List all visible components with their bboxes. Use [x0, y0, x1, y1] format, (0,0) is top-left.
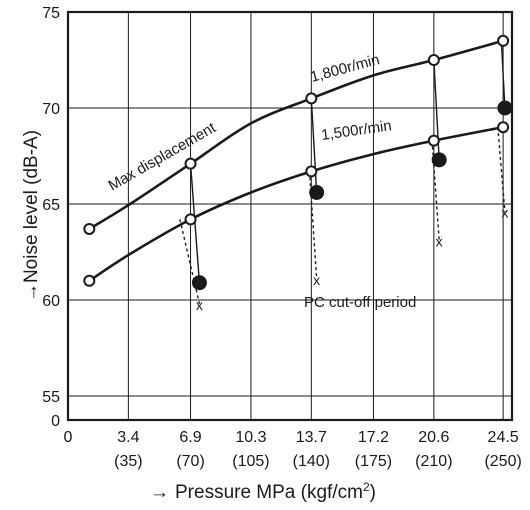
cutoff-point-x: x: [313, 272, 320, 288]
x-tick-label-kgf: (210): [415, 453, 452, 470]
cutoff-link-solid: [310, 98, 318, 193]
data-point-1800rmin: [427, 54, 440, 66]
series-line-1800rmin: [88, 39, 504, 231]
x-tick-label-kgf: (140): [293, 453, 330, 470]
y-tick-label: 0: [51, 413, 60, 430]
data-point-1500rmin: [305, 165, 318, 178]
x-tick-label-mpa: 3.4: [117, 429, 139, 446]
cutoff-point-filled: [431, 152, 447, 168]
x-tick-label-kgf: (70): [176, 453, 204, 470]
x-tick-label-kgf: (250): [484, 453, 521, 470]
x-tick-label-kgf: (35): [114, 453, 142, 470]
x-axis-arrow: →: [150, 482, 169, 503]
grid-layer: [68, 12, 512, 420]
data-point-1800rmin: [184, 157, 197, 170]
plot-frame: [66, 10, 514, 422]
cutoff-point-x: x: [501, 205, 508, 221]
cutoff-point-x: x: [196, 297, 203, 313]
x-tick-label-kgf: (105): [232, 453, 269, 470]
data-point-1800rmin: [83, 222, 96, 235]
x-axis-label-close: ): [370, 482, 376, 503]
data-point-1800rmin: [497, 34, 510, 47]
x-tick-label-mpa: 0: [64, 429, 73, 446]
x-tick-label-mpa: 17.2: [358, 429, 389, 446]
data-point-1500rmin: [83, 274, 96, 287]
x-tick-label-mpa: 24.5: [488, 429, 519, 446]
data-point-1800rmin: [305, 92, 318, 105]
x-axis-label-sup: 2: [363, 480, 370, 494]
x-tick-label-mpa: 20.6: [418, 429, 449, 446]
annotation-1800: 1,800r/min: [309, 51, 382, 86]
y-tick-label: 65: [42, 197, 60, 214]
x-tick-label-mpa: 13.7: [296, 429, 327, 446]
cutoff-link-dashed: [179, 219, 201, 304]
annotation-1500: 1,500r/min: [320, 117, 393, 144]
y-tick-label: 55: [42, 389, 60, 406]
data-point-1500rmin: [427, 134, 440, 147]
x-tick-label-mpa: 10.3: [235, 429, 266, 446]
cutoff-link-solid: [500, 40, 506, 109]
data-point-1500rmin: [184, 213, 197, 226]
data-point-1500rmin: [497, 121, 510, 134]
y-tick-label: 60: [42, 293, 60, 310]
x-axis-label-main: Pressure MPa (kgf/cm: [175, 482, 363, 503]
x-tick-label-kgf: (175): [355, 453, 392, 470]
y-tick-label: 70: [42, 101, 60, 118]
x-tick-label-mpa: 6.9: [179, 429, 201, 446]
cutoff-point-filled: [191, 275, 207, 291]
cutoff-point-x: x: [436, 233, 443, 249]
y-tick-label: 75: [42, 5, 60, 22]
cutoff-link-dashed: [497, 127, 506, 212]
marker-layer: x x x x: [83, 34, 513, 313]
y-axis-label: →Noise level (dB-A): [21, 130, 42, 302]
annotation-pc-cutoff: PC cut-off period: [304, 294, 416, 311]
cutoff-point-filled: [309, 184, 325, 200]
cutoff-links: [179, 40, 506, 304]
x-axis-label: → Pressure MPa (kgf/cm2): [150, 480, 376, 503]
axis-layer: 0 55 60 65 70 75 0 3.4 (35) 6.9 (70) 10.3 (105) 13.7 (…: [42, 5, 522, 470]
cutoff-link-dashed: [431, 140, 440, 241]
cutoff-point-filled: [497, 100, 513, 116]
